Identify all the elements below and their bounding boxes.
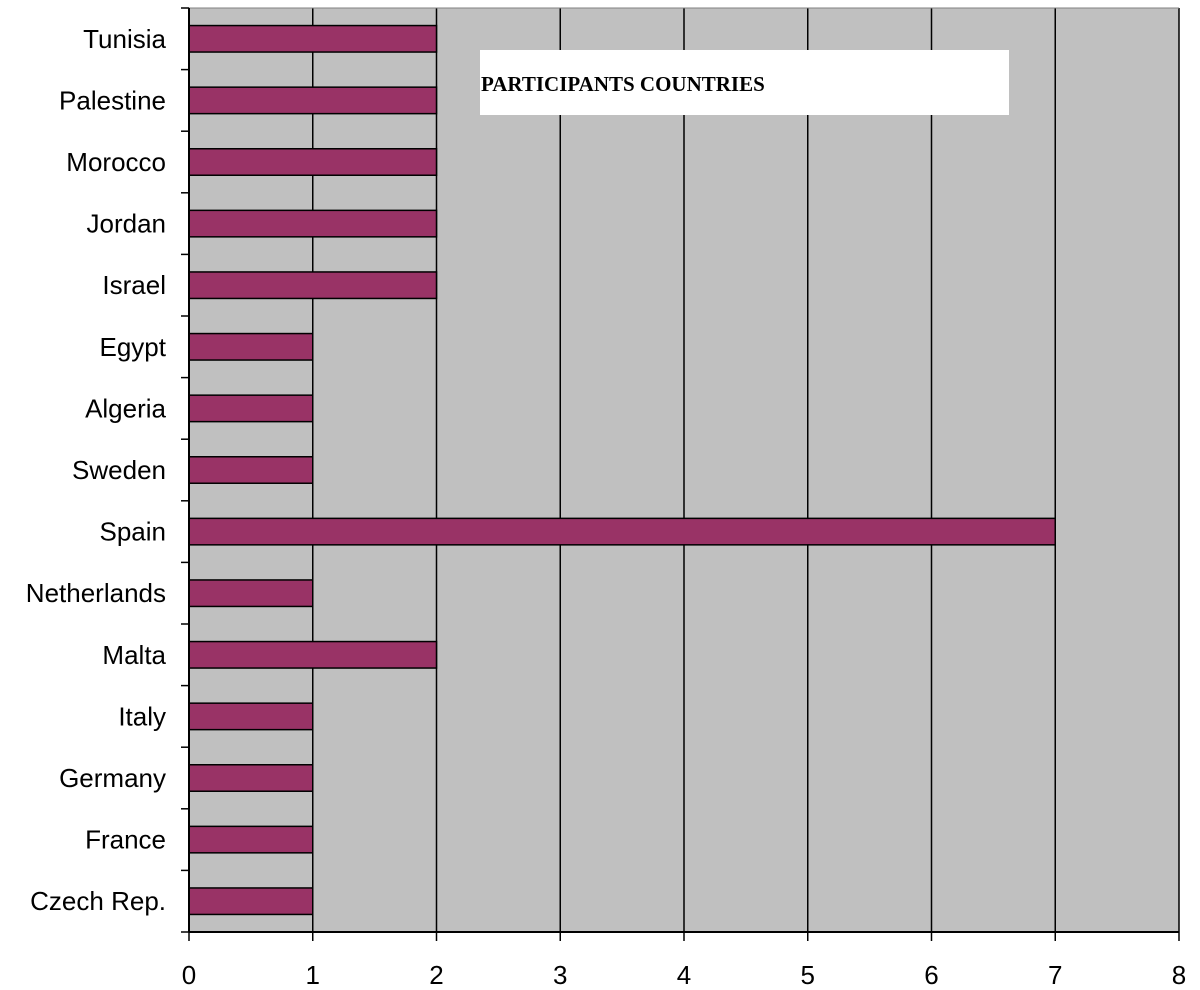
bar <box>188 86 438 115</box>
bar <box>188 579 314 608</box>
bar <box>188 148 438 176</box>
category-label: Spain <box>100 517 167 547</box>
bar <box>188 764 314 792</box>
x-tick-label: 1 <box>306 960 320 990</box>
category-label: Palestine <box>59 85 166 115</box>
x-tick-label: 6 <box>924 960 938 990</box>
chart-title: PARTICIPANTS COUNTRIES <box>481 72 765 96</box>
axes <box>181 7 1180 941</box>
category-label: Netherlands <box>26 578 166 608</box>
bar <box>188 209 438 238</box>
x-tick-label: 0 <box>182 960 196 990</box>
category-label: Germany <box>59 763 166 793</box>
category-label: Malta <box>102 640 166 670</box>
chart-title-box: PARTICIPANTS COUNTRIES <box>480 50 1009 115</box>
bar <box>188 24 438 53</box>
x-tick-label: 7 <box>1048 960 1062 990</box>
category-label: Algeria <box>85 393 166 423</box>
category-label: France <box>85 825 166 855</box>
x-tick-label: 5 <box>801 960 815 990</box>
category-label: Italy <box>118 701 166 731</box>
bar <box>188 640 438 669</box>
category-label: Sweden <box>72 455 166 485</box>
x-tick-label: 8 <box>1172 960 1186 990</box>
bar <box>188 332 314 361</box>
bar <box>188 394 314 423</box>
category-labels: Tunisia Palestine Morocco Jordan Israel Egypt… <box>26 24 167 916</box>
bar <box>188 456 314 484</box>
category-label: Israel <box>102 270 166 300</box>
bars <box>188 24 1056 916</box>
category-label: Egypt <box>100 332 167 362</box>
bar <box>188 887 314 916</box>
category-label: Tunisia <box>83 24 166 54</box>
bar <box>188 271 438 300</box>
category-label: Czech Rep. <box>30 886 166 916</box>
x-tick-label: 4 <box>677 960 691 990</box>
bar <box>188 825 314 854</box>
x-tick-label: 3 <box>553 960 567 990</box>
category-label: Morocco <box>66 147 166 177</box>
bar <box>188 517 1056 546</box>
x-tick-label: 2 <box>429 960 443 990</box>
bar <box>188 702 314 731</box>
x-tick-labels: 0 1 2 3 4 5 6 7 8 <box>182 960 1186 990</box>
category-label: Jordan <box>87 209 167 239</box>
